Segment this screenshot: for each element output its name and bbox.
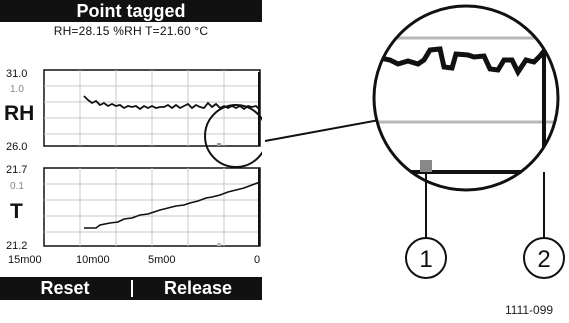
tag-marker-t: [217, 243, 221, 246]
t-cursor-value: 0.1: [10, 181, 24, 192]
rh-ymax-label: 31.0: [6, 68, 27, 80]
rh-ymin-label: 26.0: [6, 141, 27, 153]
tag-marker-rh: [217, 143, 221, 146]
device-screen: Point tagged RH=28.15 %RH T=21.60 °C: [0, 0, 262, 300]
point-readout: RH=28.15 %RH T=21.60 °C: [53, 24, 209, 38]
rh-graph: [43, 69, 262, 168]
callout-2-label: 2: [537, 246, 550, 273]
callout-1-circle: [405, 237, 447, 279]
rh-cursor-value: 1.0: [10, 84, 24, 95]
zoom-circle-frame: [372, 4, 560, 192]
softkey-bar: Reset Release: [0, 277, 262, 300]
t-ymax-label: 21.7: [6, 164, 27, 176]
zoom-connector-line: [264, 117, 391, 142]
t-axis-label: T: [10, 200, 23, 223]
release-softkey[interactable]: Release: [163, 278, 233, 298]
zoom-tag-marker: [420, 160, 432, 172]
zoom-rh-trace: [379, 44, 550, 77]
time-tick-0: 0: [254, 254, 260, 266]
time-tick-10m: 10m00: [76, 254, 110, 266]
graph-area: 31.0 1.0 RH 26.0 21.7 0.1 T 21.2 15m00 1…: [4, 68, 262, 266]
time-tick-15m: 15m00: [8, 254, 42, 266]
reset-softkey[interactable]: Reset: [40, 278, 90, 298]
zoom-view: [374, 6, 558, 190]
rh-axis-label: RH: [4, 102, 34, 125]
callout-1-label: 1: [419, 246, 432, 273]
t-trace: [84, 181, 261, 229]
zoom-cursor-marker: [538, 164, 546, 172]
screen-title: Point tagged: [0, 0, 262, 22]
rh-trace: [83, 95, 261, 111]
time-tick-5m: 5m00: [148, 254, 176, 266]
callout-2-circle: [523, 237, 565, 279]
figure-code: 1111-099: [505, 303, 554, 317]
zoom-source-circle: [204, 104, 262, 168]
t-ymin-label: 21.2: [6, 240, 27, 252]
softkey-divider: [131, 280, 133, 297]
t-graph: [43, 167, 261, 247]
